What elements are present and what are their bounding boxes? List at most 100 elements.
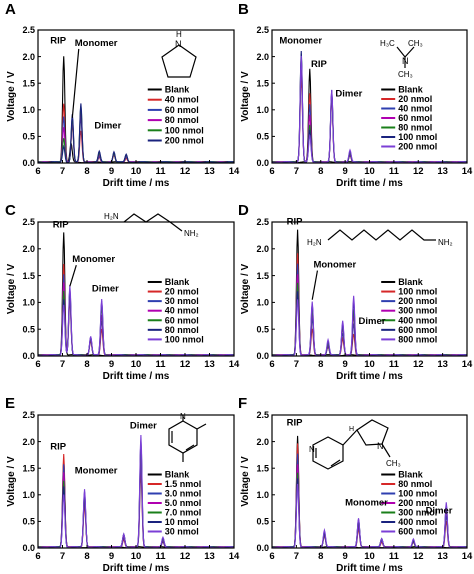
x-tick-label: 8 xyxy=(318,166,323,177)
plot-frame xyxy=(37,29,235,164)
peak-annotation: Monomer xyxy=(75,466,118,477)
x-tick-label: 6 xyxy=(269,166,274,177)
legend-label: 200 nmol xyxy=(165,136,204,146)
y-tick-label: 2.0 xyxy=(256,244,269,254)
svg-text:NH₂: NH₂ xyxy=(438,238,453,247)
y-tick-label: 1.0 xyxy=(256,105,269,115)
legend-label: 200 nmol xyxy=(398,142,437,152)
panel-d: D 6 7 8 9 10 11 12 13 14 0.0 0.5 1.0 1.5 2.0 2.5 Drift t… xyxy=(238,202,473,382)
y-tick-label: 1.0 xyxy=(22,105,35,115)
x-tick-label: 10 xyxy=(131,551,142,562)
x-tick-label: 14 xyxy=(229,551,240,562)
legend-label: 800 nmol xyxy=(398,334,437,344)
lutidine-structure-icon: N xyxy=(168,412,207,462)
x-tick-label: 12 xyxy=(180,166,191,177)
x-tick-label: 9 xyxy=(109,166,114,177)
x-tick-label: 6 xyxy=(35,551,40,562)
legend-label: 400 nmol xyxy=(398,517,437,527)
panel-letter: F xyxy=(238,395,247,412)
legend-label: 1.5 nmol xyxy=(165,479,202,489)
y-tick-label: 2.5 xyxy=(22,25,35,35)
panel-f: F 6 7 8 9 10 11 12 13 14 0.0 0.5 1.0 1.5 2.0 2.5 Drift t… xyxy=(238,395,473,574)
y-tick-label: 0.0 xyxy=(22,543,35,553)
series-line xyxy=(272,263,467,356)
legend-label: 100 nmol xyxy=(165,334,204,344)
plot-frame xyxy=(271,414,468,549)
x-tick-label: 13 xyxy=(437,166,448,177)
panel-c: C 6 7 8 9 10 11 12 13 14 0.0 0.5 1.0 1.5 2.0 2.5 Drift t… xyxy=(5,202,240,382)
peak-annotation: Monomer xyxy=(72,254,115,265)
svg-text:CH₃: CH₃ xyxy=(398,70,413,79)
x-tick-label: 13 xyxy=(204,551,215,562)
x-tick-label: 7 xyxy=(294,166,299,177)
svg-text:CH₃: CH₃ xyxy=(386,459,401,468)
series-line xyxy=(38,111,234,163)
legend-label: Blank xyxy=(398,85,424,95)
panel-b: B 6 7 8 9 10 11 12 13 14 0.0 0.5 1.0 1.5 2.0 2.5 Drift t… xyxy=(238,1,473,189)
y-tick-label: 0.5 xyxy=(22,132,35,142)
x-tick-label: 14 xyxy=(462,166,473,177)
series-line xyxy=(38,103,234,163)
y-axis-label: Voltage / V xyxy=(240,263,251,314)
legend-label: 10 nmol xyxy=(165,517,199,527)
x-tick-label: 7 xyxy=(60,166,65,177)
legend-label: 30 nmol xyxy=(165,296,199,306)
x-tick-label: 11 xyxy=(389,359,400,370)
y-tick-label: 1.5 xyxy=(22,271,35,281)
y-tick-label: 1.0 xyxy=(256,490,269,500)
x-tick-label: 14 xyxy=(462,551,473,562)
svg-text:H: H xyxy=(349,426,354,433)
legend-label: 5.0 nmol xyxy=(165,498,202,508)
series-line xyxy=(38,462,234,548)
x-tick-label: 9 xyxy=(109,551,114,562)
x-tick-label: 14 xyxy=(462,359,473,370)
y-tick-label: 1.0 xyxy=(22,298,35,308)
x-axis-label: Drift time / ms xyxy=(103,563,170,574)
x-tick-label: 12 xyxy=(413,551,424,562)
pyrrolidine-structure-icon: HN xyxy=(161,30,197,78)
legend-label: 300 nmol xyxy=(398,508,437,518)
x-tick-label: 13 xyxy=(204,166,215,177)
peak-annotation: Monomer xyxy=(279,35,322,46)
plot-frame xyxy=(37,414,235,549)
series-line xyxy=(38,451,234,548)
y-axis-label: Voltage / V xyxy=(6,263,17,314)
x-tick-label: 10 xyxy=(131,166,142,177)
peak-annotation: Dimer xyxy=(426,505,453,516)
y-axis-label: Voltage / V xyxy=(240,71,251,122)
y-tick-label: 0.0 xyxy=(256,351,269,361)
x-axis-label: Drift time / ms xyxy=(103,178,170,189)
legend-label: 60 nmol xyxy=(398,113,432,123)
legend-label: 80 nmol xyxy=(398,123,432,133)
x-tick-label: 9 xyxy=(342,359,347,370)
legend-label: 40 nmol xyxy=(165,306,199,316)
peak-annotation: RIP xyxy=(287,418,304,429)
y-tick-label: 0.5 xyxy=(256,517,269,527)
x-tick-label: 10 xyxy=(364,166,375,177)
x-tick-label: 14 xyxy=(229,359,240,370)
y-tick-label: 1.5 xyxy=(22,463,35,473)
series-line xyxy=(38,116,234,163)
x-tick-label: 11 xyxy=(389,551,400,562)
peak-annotation: RIP xyxy=(53,219,69,230)
annotation-arrow xyxy=(71,48,80,118)
panel-letter: D xyxy=(238,202,249,219)
x-tick-label: 14 xyxy=(229,166,240,177)
y-tick-label: 0.0 xyxy=(22,351,35,361)
peak-annotation: Dimer xyxy=(130,420,157,431)
peak-annotation: Monomer xyxy=(345,497,388,508)
panel-letter: E xyxy=(5,395,15,412)
x-tick-label: 11 xyxy=(389,166,400,177)
x-tick-label: 6 xyxy=(35,166,40,177)
series-line xyxy=(272,76,467,163)
x-tick-label: 6 xyxy=(35,359,40,370)
series-line xyxy=(38,434,234,548)
x-tick-label: 12 xyxy=(180,359,191,370)
legend-label: 300 nmol xyxy=(398,306,437,316)
legend-label: 60 nmol xyxy=(165,315,199,325)
y-axis-label: Voltage / V xyxy=(240,456,251,507)
x-axis-label: Drift time / ms xyxy=(103,371,170,382)
x-tick-label: 9 xyxy=(109,359,114,370)
svg-text:N: N xyxy=(377,441,384,451)
